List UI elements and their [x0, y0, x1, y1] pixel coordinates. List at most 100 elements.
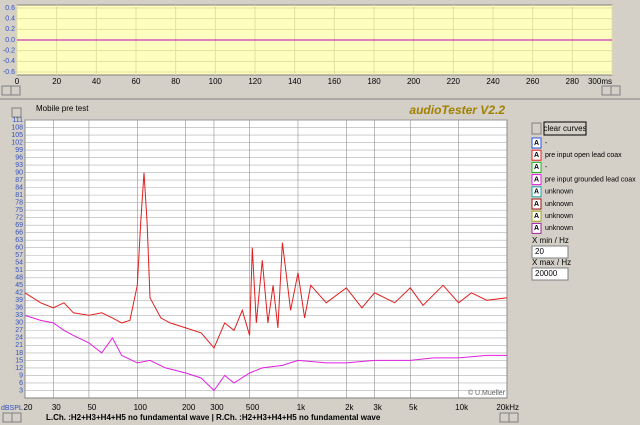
- x-tick-label: 40: [92, 77, 101, 86]
- legend-icon-letter: A: [534, 201, 539, 208]
- x-max-input[interactable]: [531, 267, 569, 281]
- x-min-input[interactable]: [531, 245, 569, 259]
- x-max-label: X max / Hz: [532, 258, 571, 267]
- x-axis-label: dBSPL: [1, 405, 23, 412]
- x-tick-label: 50: [87, 403, 96, 412]
- clear-curves-button[interactable]: [543, 121, 587, 136]
- x-tick-label: 140: [288, 77, 302, 86]
- x-tick-label: 20: [52, 77, 61, 86]
- y-tick-label: 21: [15, 342, 23, 349]
- legend-entry: pre input open lead coax: [545, 152, 622, 159]
- x-tick-label: 220: [447, 77, 461, 86]
- y-tick-label: 75: [15, 207, 23, 214]
- x-tick-label: 1k: [297, 403, 306, 412]
- app-title: audioTester V2.2: [409, 103, 505, 117]
- y-tick-label: 66: [15, 230, 23, 237]
- curve: [24, 172, 508, 349]
- legend-entry: unknown: [545, 189, 573, 196]
- x-tick-label: 3k: [373, 403, 382, 412]
- x-tick-label: 240: [486, 77, 500, 86]
- y-tick-label: 12: [15, 365, 23, 372]
- x-tick-label: 500: [246, 403, 260, 412]
- scroll-left[interactable]: [601, 85, 612, 96]
- legend-icon-letter: A: [534, 140, 539, 147]
- legend-icon-letter: A: [534, 152, 539, 159]
- x-max-value: 20000: [535, 269, 558, 278]
- legend-icon-letter: A: [534, 213, 539, 220]
- y-tick-label: 6: [19, 380, 23, 387]
- x-tick-label: 0: [15, 77, 20, 86]
- spin-button[interactable]: [531, 122, 542, 135]
- x-tick-label: 60: [132, 77, 141, 86]
- y-tick-label: 93: [15, 162, 23, 169]
- scroll-right[interactable]: [11, 412, 22, 423]
- test-name: Mobile pre test: [36, 104, 89, 113]
- y-tick-label: 63: [15, 237, 23, 244]
- scroll-left[interactable]: [2, 412, 13, 423]
- y-tick-label: 3: [19, 387, 23, 394]
- y-tick-label: 15: [15, 357, 23, 364]
- y-tick-label: 81: [15, 192, 23, 199]
- scroll-right[interactable]: [10, 85, 21, 96]
- x-tick-label: 10k: [455, 403, 469, 412]
- y-tick-label: 0.6: [5, 5, 15, 12]
- x-tick-label: 200: [407, 77, 421, 86]
- legend-icon: [531, 186, 542, 198]
- y-tick-label: 27: [15, 327, 23, 334]
- legend-icon: [531, 222, 542, 234]
- y-tick-label: 69: [15, 222, 23, 229]
- x-tick-label: 300: [210, 403, 224, 412]
- legend-icon: [531, 174, 542, 186]
- x-tick-label: 100: [209, 77, 223, 86]
- x-min-label: X min / Hz: [532, 236, 569, 245]
- y-tick-label: 42: [15, 290, 23, 297]
- y-tick-label: 102: [11, 139, 23, 146]
- x-tick-label: 120: [248, 77, 262, 86]
- scroll-right[interactable]: [610, 85, 621, 96]
- y-tick-label: 48: [15, 275, 23, 282]
- x-tick-label: 260: [526, 77, 540, 86]
- legend-icon: [531, 161, 542, 173]
- x-tick-label: 280: [566, 77, 580, 86]
- y-tick-label: 99: [15, 147, 23, 154]
- y-tick-label: 36: [15, 305, 23, 312]
- y-tick-label: 60: [15, 245, 23, 252]
- x-tick-label: 180: [367, 77, 381, 86]
- y-tick-label: 18: [15, 350, 23, 357]
- legend-entry: unknown: [545, 225, 573, 232]
- y-tick-label: 0.4: [5, 16, 15, 23]
- legend-icon: [531, 137, 542, 149]
- spectrum-plot: [24, 119, 508, 399]
- y-tick-label: 111: [12, 117, 23, 124]
- x-tick-label: 20: [24, 403, 33, 412]
- spin-button[interactable]: [11, 107, 22, 118]
- scroll-left[interactable]: [499, 412, 510, 423]
- y-tick-label: 78: [15, 199, 23, 206]
- x-tick-label: 300ms: [588, 77, 612, 86]
- legend-entry: -: [545, 164, 548, 171]
- legend-icon-letter: A: [534, 176, 539, 183]
- y-tick-label: 24: [15, 335, 23, 342]
- legend-icon: [531, 210, 542, 222]
- status-text: L.Ch. :H2+H3+H4+H5 no fundamental wave |…: [46, 413, 381, 422]
- y-tick-label: 33: [15, 312, 23, 319]
- y-tick-label: 51: [15, 267, 23, 274]
- y-tick-label: 45: [15, 282, 23, 289]
- legend-icon-letter: A: [534, 225, 539, 232]
- y-tick-label: 0.2: [5, 26, 15, 33]
- legend-entry: unknown: [545, 201, 573, 208]
- y-tick-label: 30: [15, 320, 23, 327]
- scroll-left[interactable]: [1, 85, 12, 96]
- scroll-right[interactable]: [508, 412, 519, 423]
- legend-entry: pre input grounded lead coax: [545, 176, 636, 183]
- y-tick-label: 39: [15, 297, 23, 304]
- legend-entry: -: [545, 140, 548, 147]
- y-tick-label: -0.6: [3, 69, 15, 76]
- y-tick-label: 9: [19, 372, 23, 379]
- y-tick-label: 96: [15, 154, 23, 161]
- x-tick-label: 160: [328, 77, 342, 86]
- x-tick-label: 30: [52, 403, 61, 412]
- x-min-value: 20: [535, 247, 544, 256]
- y-tick-label: -0.4: [3, 58, 15, 65]
